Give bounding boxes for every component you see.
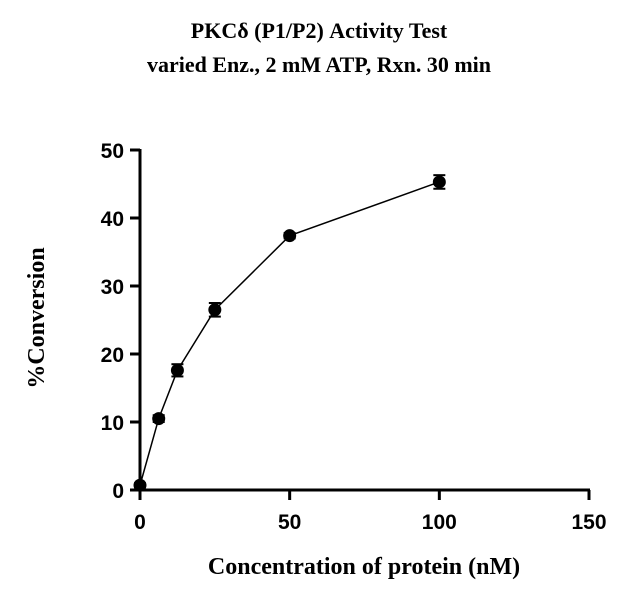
data-point <box>152 412 166 426</box>
data-point <box>133 478 147 492</box>
x-tick-label: 150 <box>571 511 606 534</box>
series-line <box>139 181 440 486</box>
y-tick-label: 40 <box>101 208 124 231</box>
y-tick-label: 0 <box>112 480 124 503</box>
axes <box>138 149 590 492</box>
y-tick-label: 10 <box>101 412 124 435</box>
y-tick-label: 30 <box>101 276 124 299</box>
y-tick-label: 50 <box>101 140 124 163</box>
data-point <box>432 175 446 189</box>
x-tick-label: 50 <box>278 511 301 534</box>
data-series <box>133 174 446 492</box>
y-axis-title: %Conversion <box>24 247 50 388</box>
data-point <box>208 303 222 317</box>
x-tick-label: 100 <box>422 511 457 534</box>
x-axis-title: Concentration of protein (nM) <box>208 554 520 580</box>
chart-subtitle: varied Enz., 2 mM ATP, Rxn. 30 min <box>146 52 492 77</box>
y-tick-label: 20 <box>101 344 124 367</box>
x-axis-ticks: 0 50 100 150 <box>134 490 607 534</box>
data-point <box>283 229 297 243</box>
x-tick-label: 0 <box>134 511 146 534</box>
data-point <box>170 363 184 377</box>
y-axis-ticks: 0 10 20 30 40 50 <box>101 140 140 503</box>
chart-title: PKCδ (P1/P2) Activity Test <box>190 18 448 43</box>
